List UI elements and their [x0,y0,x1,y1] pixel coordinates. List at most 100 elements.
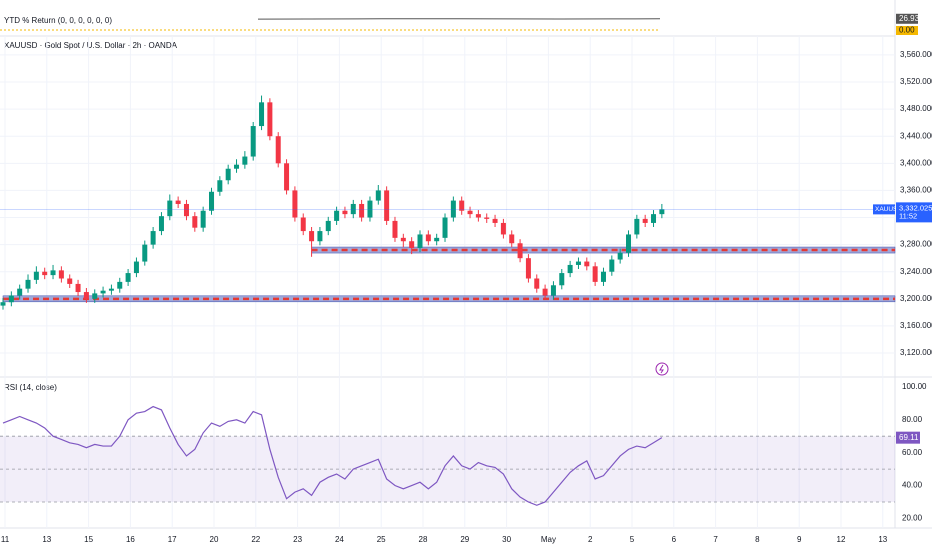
candle-body [67,278,73,284]
x-tick-label: 16 [126,535,135,544]
candle-body [8,295,14,303]
candle-body [217,180,223,192]
candle-body [200,210,206,228]
candle-body [75,283,81,293]
candle-body [484,217,490,219]
candle-body [292,190,298,218]
x-tick-label: 17 [168,535,177,544]
x-tick-label: 13 [878,535,887,544]
candle-body [300,217,306,232]
candle-body [375,190,381,201]
symbol-box [873,204,895,215]
candle-body [225,168,231,181]
countdown-label: 11:52 [899,211,917,220]
candle-body [250,126,256,157]
x-tick-label: 30 [502,535,511,544]
candle-body [25,279,31,289]
y-tick-label: 3,160.000 [900,321,932,330]
candle-body [417,234,423,249]
candle-body [275,136,281,164]
candle-body [425,234,431,242]
candle-body [133,261,139,274]
y-tick-label: 3,240.000 [900,267,932,276]
x-tick-label: 28 [419,535,428,544]
rsi-title: RSI (14, close) [4,383,57,392]
chart-title: XAUUSD · Gold Spot / U.S. Dollar · 2h · … [4,41,178,50]
candle-body [284,163,290,191]
candle-body [600,271,606,282]
candle-body [475,214,481,218]
candle-body [575,261,581,265]
x-tick-label: 9 [797,535,802,544]
candle-body [359,203,365,218]
y-tick-label: 3,280.000 [900,240,932,249]
candle-body [42,271,48,276]
candle-body [83,292,89,299]
candle-body [234,164,240,169]
candle-body [242,156,248,165]
candle-body [108,288,114,291]
candle-body [617,252,623,260]
candle-body [517,243,523,259]
candle-body [209,191,214,211]
candle-body [0,302,6,306]
candle-body [167,200,173,217]
candle-body [609,259,615,272]
x-tick-label: 23 [293,535,302,544]
rsi-tick-label: 80.00 [902,415,923,424]
rsi-tick-label: 40.00 [902,481,923,490]
candle-body [442,217,448,238]
candle-body [142,244,148,262]
candle-body [642,218,648,223]
candle-body [525,258,531,279]
candle-body [659,209,665,215]
candle-body [500,222,506,235]
y-tick-label: 3,520.000 [900,77,932,86]
ytd-zero-label: 0.00 [899,26,915,35]
x-tick-label: 25 [377,535,386,544]
x-tick-label: 29 [460,535,469,544]
candle-body [626,234,631,253]
candle-body [367,200,373,218]
candle-body [392,220,398,238]
candle-body [175,200,181,204]
x-tick-label: 24 [335,535,344,544]
rsi-last-label: 69.11 [899,433,919,442]
candle-body [158,216,164,232]
candle-body [550,285,556,296]
ytd-last-box [896,13,918,24]
candle-body [58,270,64,279]
x-tick-label: 6 [672,535,677,544]
x-tick-label: 11 [1,535,10,544]
candle-body [33,271,39,280]
x-tick-label: 7 [713,535,718,544]
candle-body [117,281,123,289]
x-tick-label: 13 [42,535,51,544]
candle-body [509,234,515,244]
candle-body [192,216,198,228]
candle-body [92,293,98,299]
x-tick-label: 8 [755,535,760,544]
candle-body [592,266,598,282]
candle-body [450,200,456,218]
rsi-tick-label: 100.00 [902,382,927,391]
candle-body [334,210,340,221]
candle-body [492,218,498,223]
x-tick-label: 12 [837,535,846,544]
candle-body [325,220,331,232]
candle-body [542,288,548,296]
candle-body [467,210,473,215]
y-tick-label: 3,400.000 [900,158,932,167]
x-tick-label: May [541,535,556,544]
candle-body [309,231,315,242]
candle-body [50,270,56,276]
replay-icon[interactable] [655,362,669,376]
candle-body [384,190,390,221]
ytd-last-label: 26.93 [899,14,920,23]
candle-body [259,102,265,127]
candle-body [434,237,440,242]
candle-body [459,200,465,211]
candle-body [150,231,156,245]
